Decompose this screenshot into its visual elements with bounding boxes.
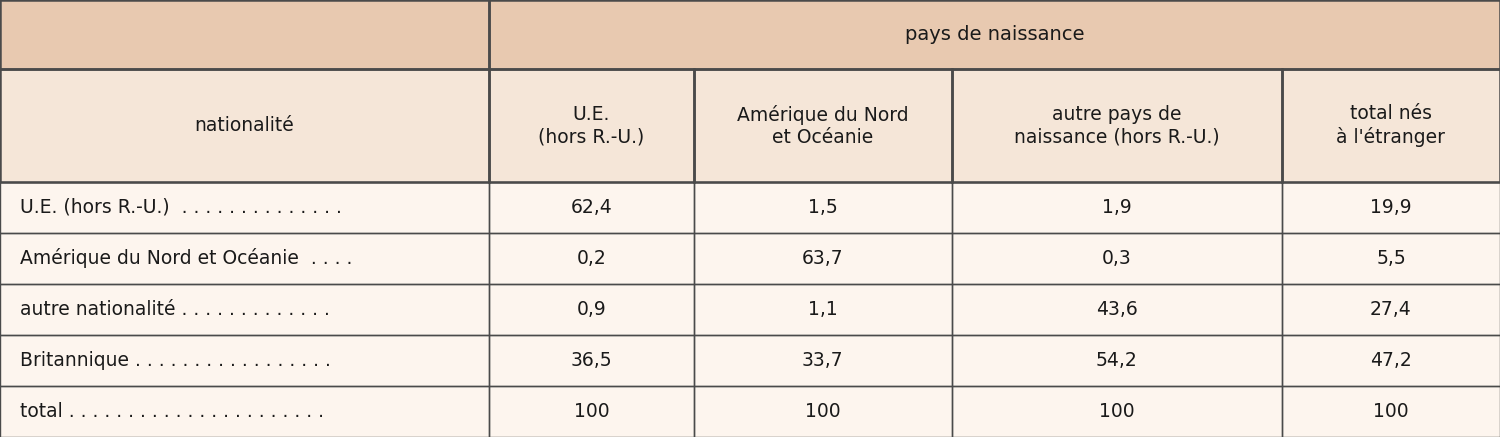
Bar (1282, 284, 1500, 335)
Bar (489, 69, 694, 182)
Bar (0, 386, 489, 437)
Bar (1282, 233, 1500, 284)
Text: 54,2: 54,2 (1096, 351, 1137, 370)
Bar (0, 284, 489, 335)
Text: Amérique du Nord
et Océanie: Amérique du Nord et Océanie (736, 104, 909, 146)
Text: 43,6: 43,6 (1096, 300, 1137, 319)
Bar (951, 182, 1282, 233)
Bar (694, 233, 951, 284)
Bar (489, 386, 694, 437)
Bar (694, 182, 951, 233)
Bar (951, 233, 1282, 284)
Bar (1282, 233, 1500, 284)
Bar (951, 233, 1282, 284)
Bar (1282, 69, 1500, 182)
Bar (694, 335, 951, 386)
Bar (489, 233, 694, 284)
Text: Amérique du Nord et Océanie  . . . .: Amérique du Nord et Océanie . . . . (20, 248, 352, 268)
Bar (951, 69, 1282, 182)
Text: 63,7: 63,7 (802, 249, 843, 268)
Bar (1282, 182, 1500, 233)
Text: 33,7: 33,7 (802, 351, 843, 370)
Text: 0,2: 0,2 (576, 249, 606, 268)
Text: 1,5: 1,5 (808, 198, 837, 217)
Bar (1282, 284, 1500, 335)
Bar (489, 0, 1500, 69)
Text: pays de naissance: pays de naissance (904, 25, 1084, 44)
Text: 27,4: 27,4 (1370, 300, 1411, 319)
Text: 47,2: 47,2 (1370, 351, 1411, 370)
Text: autre nationalité . . . . . . . . . . . . .: autre nationalité . . . . . . . . . . . … (20, 300, 330, 319)
Bar (951, 386, 1282, 437)
Bar (489, 0, 1500, 69)
Bar (489, 69, 694, 182)
Text: U.E.
(hors R.-U.): U.E. (hors R.-U.) (538, 105, 645, 146)
Bar (1282, 335, 1500, 386)
Bar (0, 182, 489, 233)
Bar (694, 386, 951, 437)
Text: 100: 100 (573, 402, 609, 421)
Bar (0, 233, 489, 284)
Bar (489, 284, 694, 335)
Bar (489, 284, 694, 335)
Text: 62,4: 62,4 (570, 198, 612, 217)
Text: 100: 100 (1100, 402, 1134, 421)
Bar (694, 233, 951, 284)
Text: Britannique . . . . . . . . . . . . . . . . .: Britannique . . . . . . . . . . . . . . … (20, 351, 330, 370)
Bar (951, 335, 1282, 386)
Text: 19,9: 19,9 (1370, 198, 1411, 217)
Bar (0, 386, 489, 437)
Bar (951, 386, 1282, 437)
Bar (1282, 386, 1500, 437)
Text: nationalité: nationalité (195, 116, 294, 135)
Bar (694, 386, 951, 437)
Bar (1282, 335, 1500, 386)
Text: 100: 100 (806, 402, 840, 421)
Bar (1282, 69, 1500, 182)
Bar (0, 0, 489, 69)
Bar (489, 335, 694, 386)
Bar (0, 182, 489, 233)
Bar (951, 284, 1282, 335)
Text: 1,9: 1,9 (1102, 198, 1131, 217)
Bar (0, 335, 489, 386)
Text: 1,1: 1,1 (808, 300, 837, 319)
Text: U.E. (hors R.-U.)  . . . . . . . . . . . . . .: U.E. (hors R.-U.) . . . . . . . . . . . … (20, 198, 342, 217)
Text: autre pays de
naissance (hors R.-U.): autre pays de naissance (hors R.-U.) (1014, 105, 1220, 146)
Bar (0, 69, 489, 182)
Bar (489, 335, 694, 386)
Bar (1282, 386, 1500, 437)
Bar (489, 182, 694, 233)
Bar (951, 182, 1282, 233)
Text: total . . . . . . . . . . . . . . . . . . . . . .: total . . . . . . . . . . . . . . . . . … (20, 402, 324, 421)
Text: 5,5: 5,5 (1376, 249, 1406, 268)
Bar (951, 69, 1282, 182)
Bar (0, 284, 489, 335)
Bar (951, 335, 1282, 386)
Bar (694, 69, 951, 182)
Bar (951, 284, 1282, 335)
Bar (694, 69, 951, 182)
Text: 100: 100 (1372, 402, 1408, 421)
Bar (489, 233, 694, 284)
Bar (694, 335, 951, 386)
Bar (1282, 182, 1500, 233)
Bar (489, 182, 694, 233)
Bar (489, 386, 694, 437)
Text: 0,9: 0,9 (576, 300, 606, 319)
Text: 36,5: 36,5 (570, 351, 612, 370)
Bar (0, 69, 489, 182)
Bar (694, 284, 951, 335)
Text: total nés
à l'étranger: total nés à l'étranger (1336, 104, 1446, 147)
Bar (0, 335, 489, 386)
Text: 0,3: 0,3 (1102, 249, 1131, 268)
Bar (0, 233, 489, 284)
Bar (694, 182, 951, 233)
Bar (694, 284, 951, 335)
Bar (0, 0, 489, 69)
